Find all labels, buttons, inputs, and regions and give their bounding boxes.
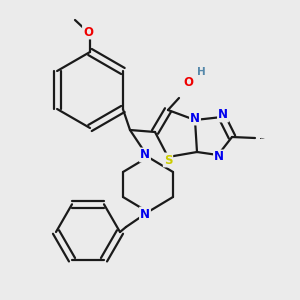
Text: N: N [140, 148, 150, 161]
Text: N: N [218, 109, 228, 122]
Text: methoxy: methoxy [105, 21, 111, 22]
Text: O: O [83, 26, 93, 38]
Text: N: N [140, 208, 150, 220]
Text: N: N [190, 112, 200, 124]
Text: N: N [214, 151, 224, 164]
Text: H: H [196, 67, 206, 77]
Text: O: O [183, 76, 193, 88]
Text: methyl: methyl [260, 137, 266, 139]
Text: S: S [164, 154, 172, 166]
